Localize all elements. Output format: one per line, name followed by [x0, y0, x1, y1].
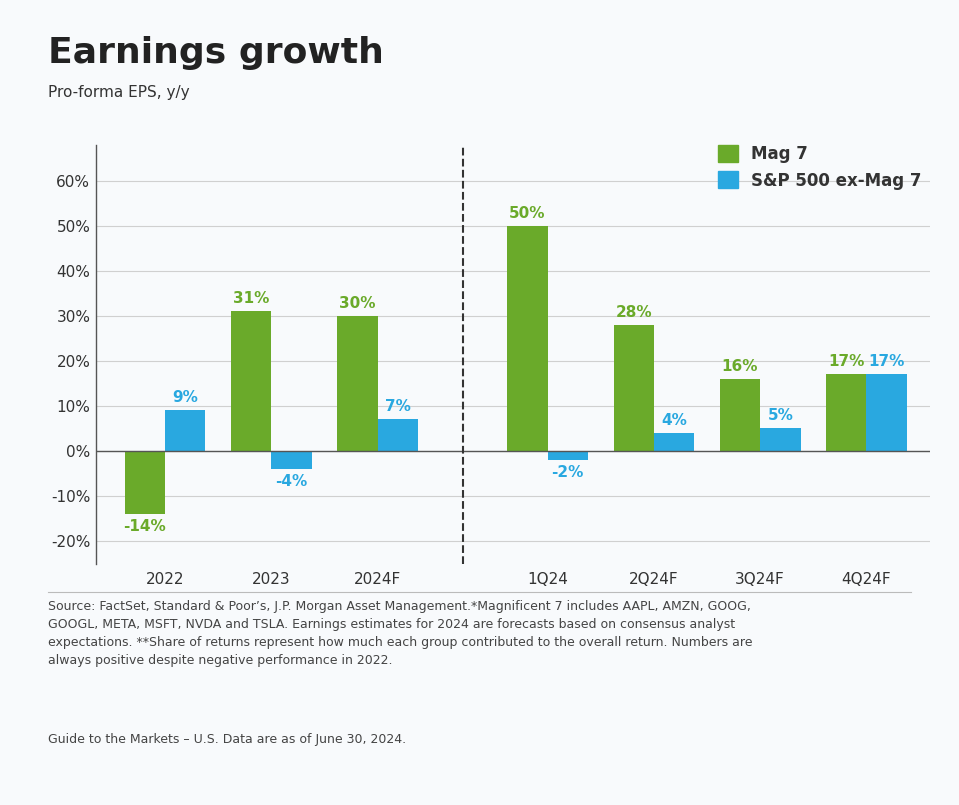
Text: 9%: 9% — [173, 390, 199, 405]
Text: Guide to the Markets – U.S. Data are as of June 30, 2024.: Guide to the Markets – U.S. Data are as … — [48, 733, 406, 745]
Bar — [826, 374, 867, 451]
Text: 7%: 7% — [385, 399, 410, 414]
Bar — [378, 419, 418, 451]
Text: 4%: 4% — [661, 413, 687, 427]
Text: -2%: -2% — [551, 465, 584, 481]
Bar — [654, 433, 694, 451]
Text: 5%: 5% — [767, 408, 793, 423]
Text: 30%: 30% — [339, 295, 376, 311]
Text: 31%: 31% — [233, 291, 269, 306]
Bar — [507, 226, 548, 451]
Bar — [231, 312, 271, 451]
Text: 28%: 28% — [616, 304, 652, 320]
Text: 50%: 50% — [509, 205, 546, 221]
Text: Source: FactSet, Standard & Poor’s, J.P. Morgan Asset Management.*Magnificent 7 : Source: FactSet, Standard & Poor’s, J.P.… — [48, 600, 753, 667]
Bar — [548, 451, 588, 460]
Text: Pro-forma EPS, y/y: Pro-forma EPS, y/y — [48, 85, 190, 100]
Text: 17%: 17% — [828, 354, 864, 369]
Bar — [720, 379, 760, 451]
Text: Earnings growth: Earnings growth — [48, 36, 384, 70]
Bar — [271, 451, 312, 469]
Text: 17%: 17% — [869, 354, 905, 369]
Bar — [760, 428, 801, 451]
Bar — [614, 325, 654, 451]
Bar — [165, 411, 205, 451]
Bar — [867, 374, 907, 451]
Text: -14%: -14% — [124, 519, 166, 535]
Legend: Mag 7, S&P 500 ex-Mag 7: Mag 7, S&P 500 ex-Mag 7 — [718, 145, 922, 189]
Bar — [338, 316, 378, 451]
Text: 16%: 16% — [722, 358, 759, 374]
Bar — [125, 451, 165, 514]
Text: -4%: -4% — [275, 474, 308, 489]
